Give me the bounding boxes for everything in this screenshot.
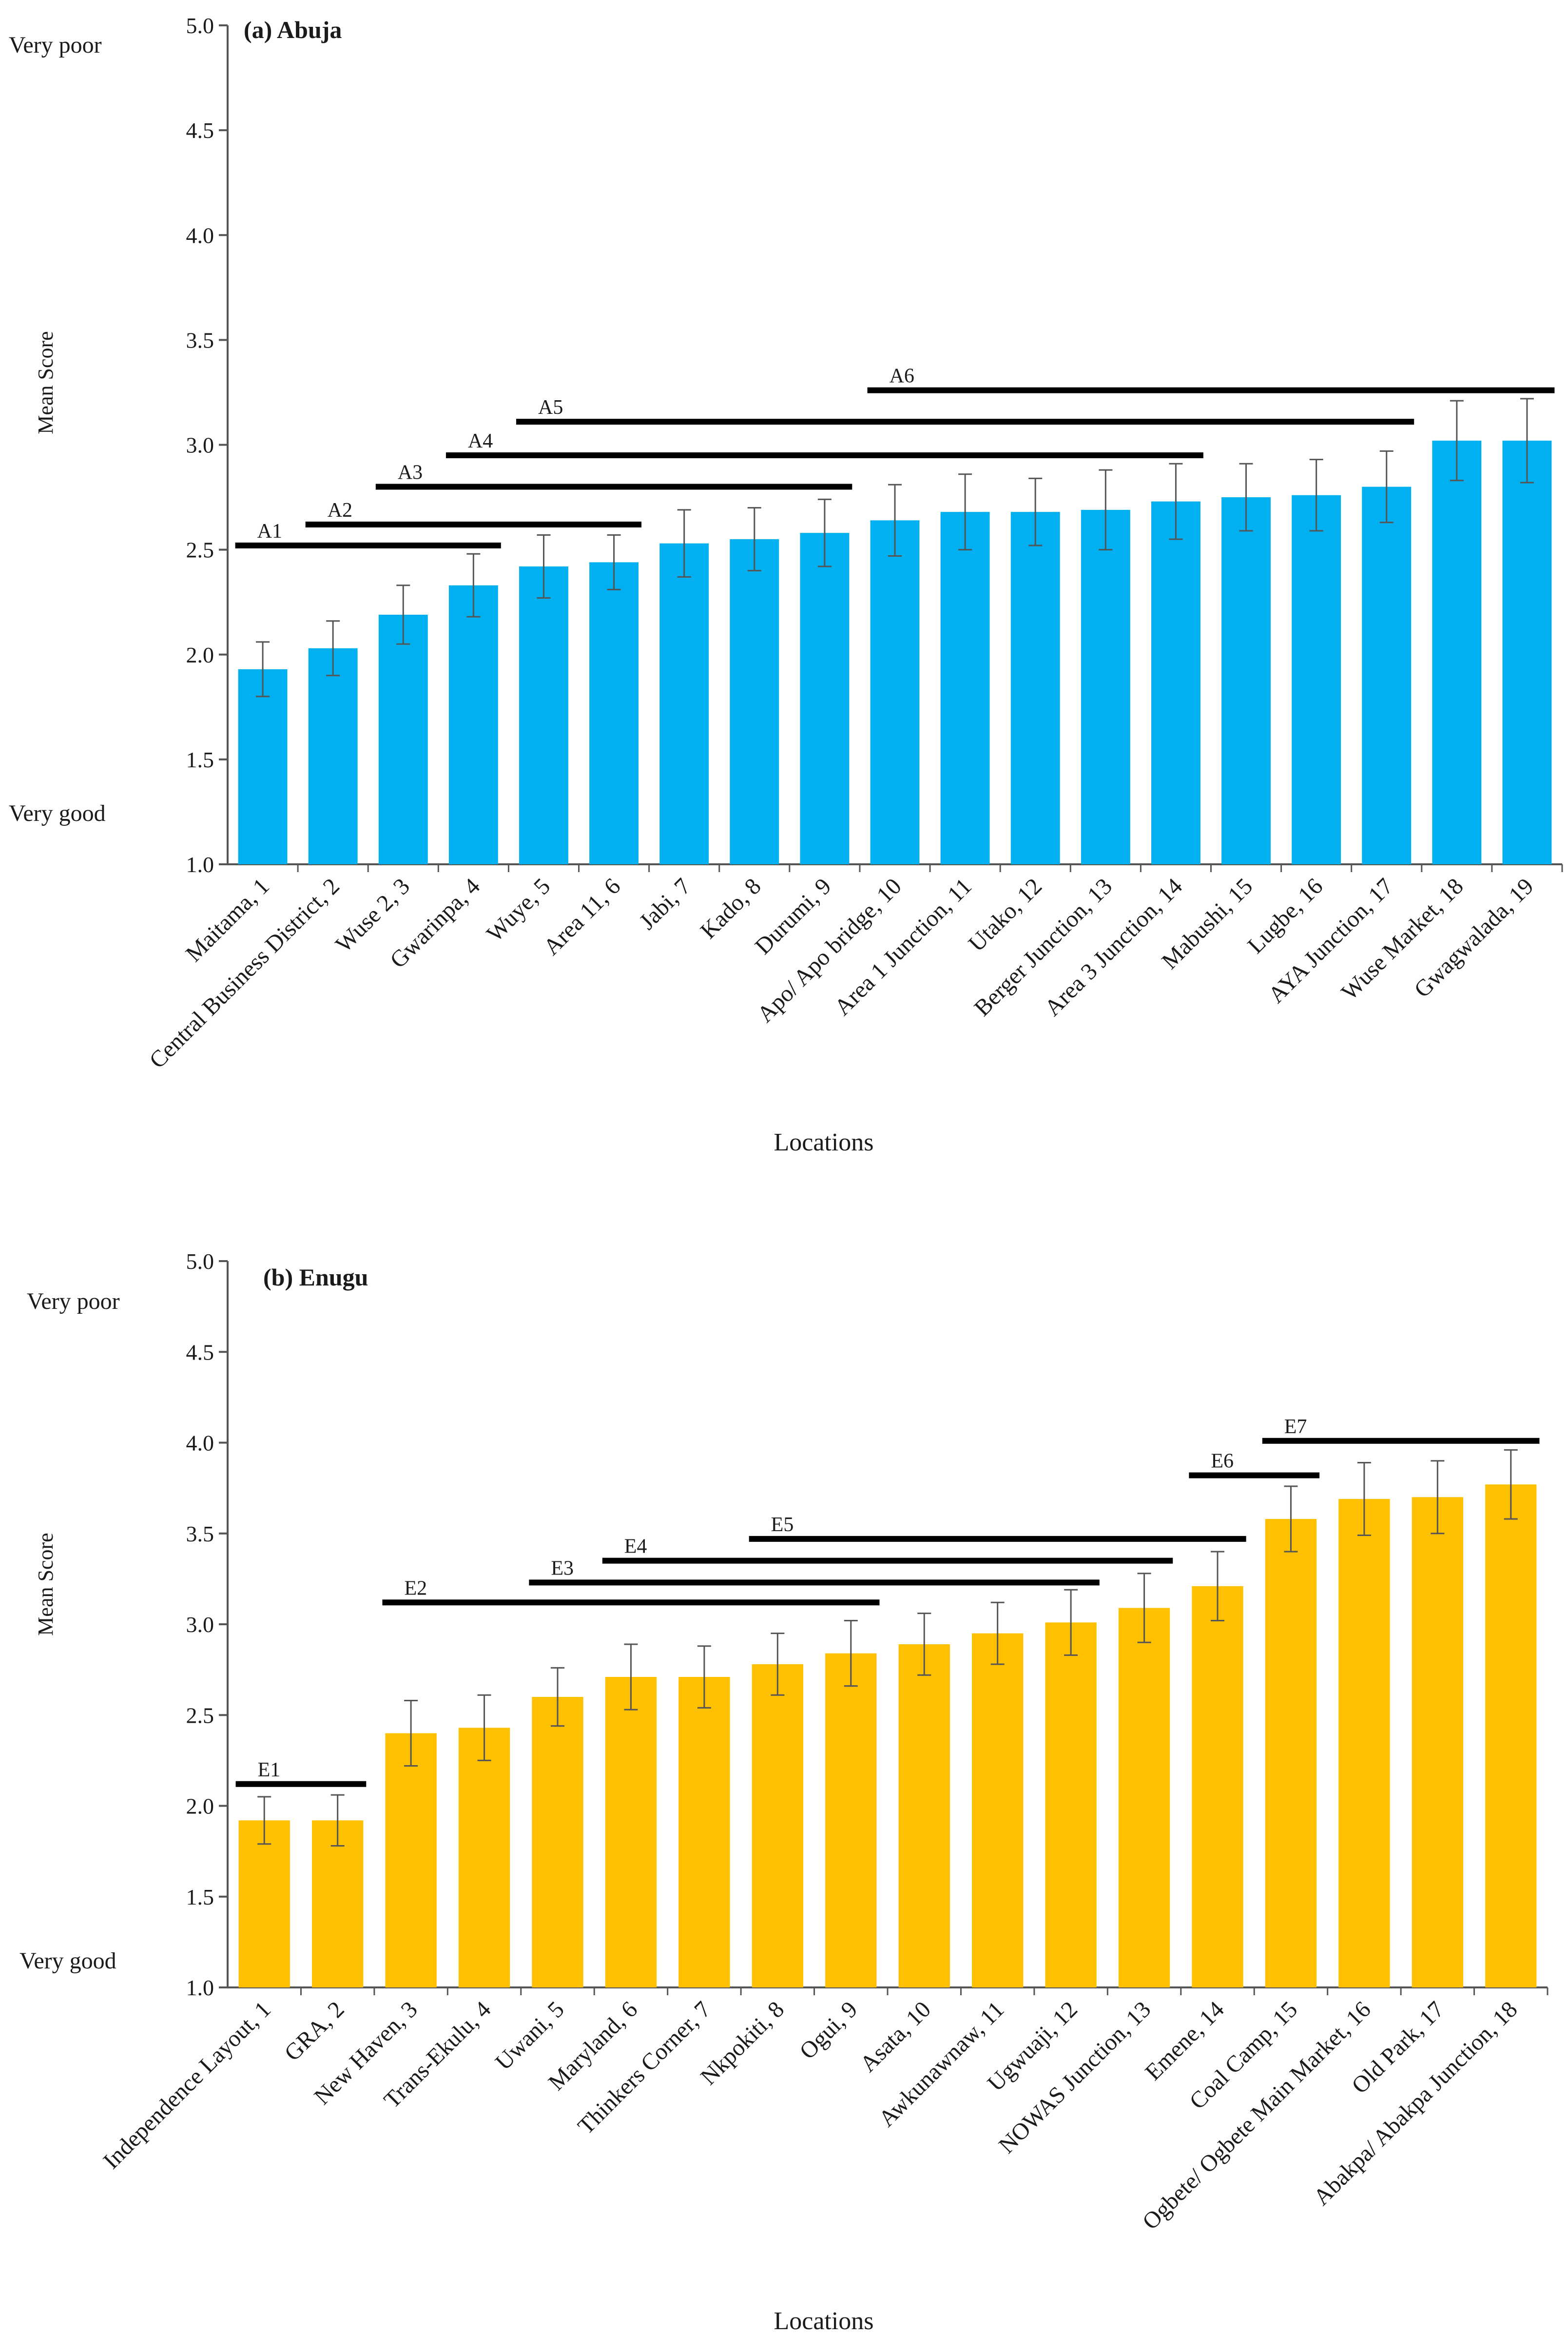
- abuja-bar: [800, 533, 850, 864]
- enugu-y-axis-label: Mean Score: [34, 1533, 58, 1635]
- enugu-bar: [752, 1664, 803, 1987]
- enugu-group-label: E4: [624, 1536, 647, 1558]
- enugu-x-tick-label: Ogui, 9: [794, 1996, 862, 2064]
- abuja-bar: [238, 669, 288, 864]
- abuja-group-label: A1: [257, 520, 282, 543]
- abuja-bar: [1010, 512, 1060, 864]
- abuja-x-tick-label: Gwagwalada, 19: [1409, 873, 1539, 1003]
- enugu-y-tick-label: 1.0: [186, 1975, 214, 2000]
- abuja-y-tick-label: 4.5: [186, 118, 214, 143]
- abuja-very-poor-label: Very poor: [9, 32, 102, 58]
- enugu-group-label: E7: [1284, 1416, 1307, 1438]
- abuja-y-axis-label: Mean Score: [34, 331, 58, 434]
- abuja-bar: [448, 585, 498, 864]
- enugu-bar: [238, 1820, 290, 1987]
- enugu-group-label: E1: [258, 1759, 281, 1781]
- enugu-bar: [1045, 1622, 1097, 1987]
- enugu-y-tick-label: 3.0: [186, 1612, 214, 1637]
- enugu-y-tick-label: 4.5: [186, 1340, 214, 1364]
- enugu-group-label: E2: [404, 1577, 427, 1599]
- abuja-bar: [1362, 486, 1412, 864]
- enugu-x-axis-label: Locations: [774, 2307, 873, 2335]
- enugu-bar: [385, 1733, 437, 1987]
- abuja-bar: [1292, 495, 1341, 864]
- abuja-bar: [730, 539, 779, 864]
- abuja-y-tick-label: 3.5: [186, 328, 214, 352]
- abuja-bar: [1432, 440, 1482, 864]
- enugu-x-tick-label: Awkunawnaw, 11: [874, 1996, 1009, 2132]
- abuja-x-axis-label: Locations: [774, 1129, 873, 1156]
- enugu-x-tick-label: Thinkers Corner, 7: [573, 1996, 716, 2139]
- enugu-x-tick-label: GRA, 2: [279, 1996, 349, 2066]
- abuja-y-tick-label: 2.5: [186, 538, 214, 563]
- enugu-bar: [1338, 1498, 1390, 1987]
- enugu-y-tick-label: 2.0: [186, 1794, 214, 1819]
- abuja-bar: [378, 615, 428, 864]
- enugu-bar: [532, 1697, 583, 1987]
- enugu-group-label: E3: [551, 1557, 574, 1579]
- enugu-bar: [1485, 1484, 1537, 1987]
- enugu-bar: [1412, 1497, 1463, 1987]
- enugu-y-tick-label: 4.0: [186, 1431, 214, 1456]
- abuja-bar: [870, 520, 920, 864]
- abuja-bar: [589, 562, 639, 864]
- abuja-x-tick-label: Area 11, 6: [539, 873, 626, 960]
- abuja-group-label: A6: [890, 365, 914, 388]
- enugu-bar: [825, 1653, 877, 1987]
- abuja-x-tick-label: Area 1 Junction, 11: [830, 873, 977, 1020]
- enugu-chart-title: (b) Enugu: [263, 1264, 368, 1291]
- abuja-bar: [1221, 497, 1271, 864]
- enugu-very-poor-label: Very poor: [27, 1288, 120, 1314]
- enugu-bar: [1192, 1586, 1243, 1987]
- abuja-bar: [940, 512, 990, 864]
- abuja-bar: [1502, 440, 1552, 864]
- abuja-x-tick-label: AYA Junction, 17: [1263, 873, 1398, 1008]
- abuja-group-label: A3: [398, 462, 423, 484]
- enugu-bar: [898, 1644, 950, 1987]
- enugu-bar: [458, 1728, 510, 1987]
- abuja-group-label: A5: [538, 396, 563, 419]
- enugu-y-tick-label: 1.5: [186, 1885, 214, 1909]
- abuja-very-good-label: Very good: [9, 800, 106, 826]
- abuja-x-tick-label: Wuse Market, 18: [1336, 873, 1469, 1005]
- enugu-group-label: E5: [771, 1514, 794, 1536]
- abuja-y-tick-label: 5.0: [186, 13, 214, 38]
- abuja-bar: [1081, 509, 1130, 864]
- abuja-bar: [659, 543, 709, 864]
- enugu-very-good-label: Very good: [19, 1948, 116, 1974]
- abuja-y-tick-label: 2.0: [186, 642, 214, 667]
- enugu-y-tick-label: 5.0: [186, 1249, 214, 1274]
- enugu-bar: [678, 1677, 730, 1987]
- enugu-group-label: E6: [1211, 1450, 1234, 1473]
- abuja-chart-title: (a) Abuja: [244, 16, 342, 43]
- abuja-group-label: A2: [328, 499, 352, 522]
- enugu-bar: [605, 1677, 657, 1987]
- enugu-bar: [972, 1633, 1024, 1987]
- enugu-y-tick-label: 2.5: [186, 1703, 214, 1728]
- enugu-chart-panel: (b) Enugu Mean Score Very poor Very good…: [19, 1249, 1549, 2335]
- enugu-bar: [312, 1820, 364, 1987]
- abuja-x-tick-label: Jabi, 7: [634, 873, 696, 934]
- abuja-y-tick-label: 3.0: [186, 433, 214, 458]
- abuja-chart-panel: (a) Abuja Mean Score Very poor Very good…: [9, 13, 1563, 1156]
- enugu-x-tick-label: Independence Layout, 1: [98, 1996, 276, 2174]
- abuja-bar: [1151, 501, 1200, 864]
- enugu-bar: [1265, 1518, 1317, 1987]
- abuja-bar: [308, 648, 358, 864]
- enugu-bar: [1118, 1608, 1170, 1987]
- abuja-y-tick-label: 1.0: [186, 852, 214, 877]
- abuja-y-tick-label: 1.5: [186, 747, 214, 772]
- abuja-group-label: A4: [468, 430, 493, 452]
- enugu-y-tick-label: 3.5: [186, 1521, 214, 1546]
- abuja-x-tick-label: Kado, 8: [696, 873, 766, 944]
- abuja-bar: [519, 566, 568, 864]
- abuja-y-tick-label: 4.0: [186, 223, 214, 248]
